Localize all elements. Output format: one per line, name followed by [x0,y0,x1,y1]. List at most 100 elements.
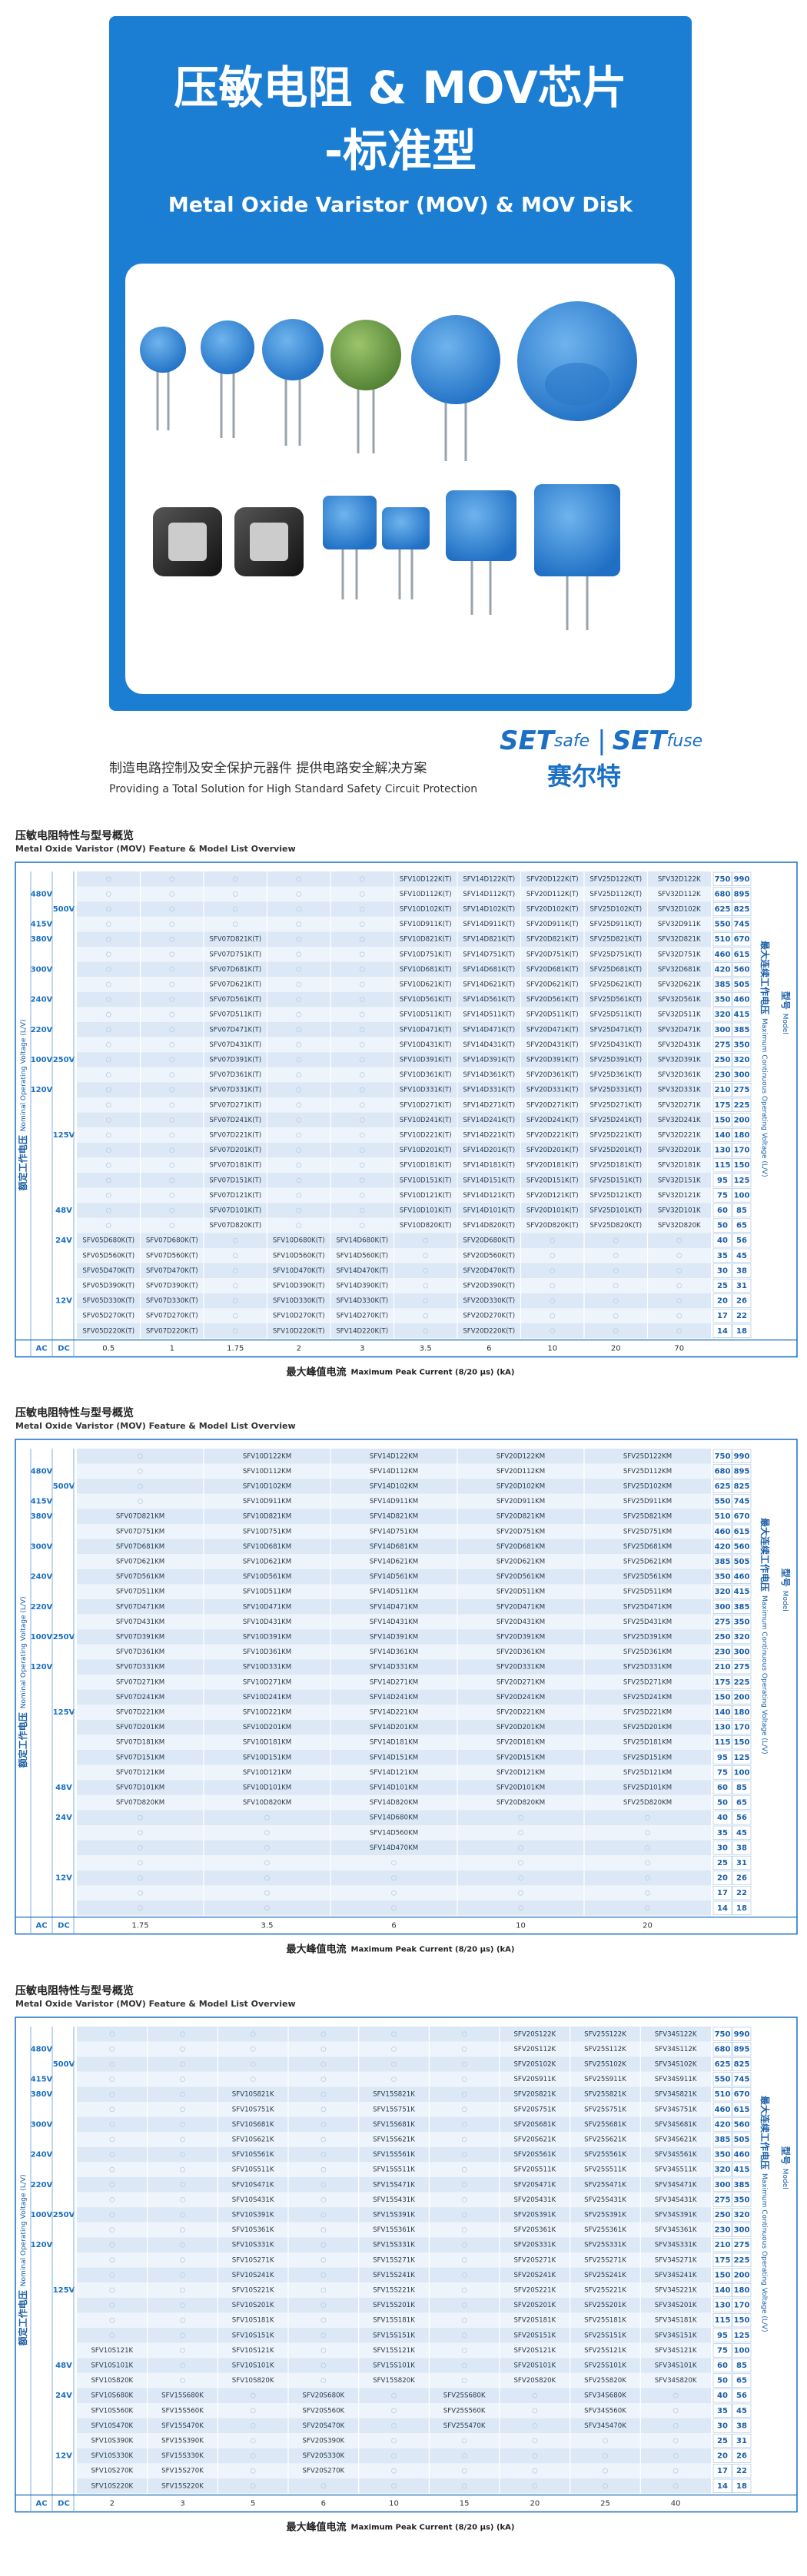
model-cell: SFV25D561KM [623,1573,672,1581]
model-cell: SFV15S511K [373,2166,415,2174]
empty-cell [169,921,175,927]
model-cell: SFV07D331KM [116,1664,164,1671]
empty-cell [105,1117,111,1123]
empty-cell [232,1313,238,1319]
model-cell: SFV14D431K(T) [463,1041,515,1049]
max-cell [712,1825,732,1840]
empty-cell [518,1844,523,1851]
model-cell: SFV25S101K [584,2362,626,2370]
model-cell: SFV07D471KM [116,1603,164,1611]
max-dc: 825 [734,1482,750,1491]
max-dc: 18 [736,2482,747,2491]
table-row [77,1719,711,1735]
empty-cell [296,1132,302,1138]
model-cell: SFV25D471K(T) [589,1026,642,1034]
empty-cell [180,2257,185,2263]
model-cell: SFV14D330K(T) [336,1297,388,1305]
max-ac: 60 [717,1784,728,1792]
model-cell: SFV14D681KM [370,1543,418,1551]
empty-cell [250,2046,256,2052]
empty-cell [105,1011,111,1017]
empty-cell [645,1905,650,1911]
max-dc: 85 [736,1784,747,1792]
max-cell [712,2193,732,2207]
model-cell: SFV15S151K [373,2332,415,2339]
model-cell: SFV25D151K(T) [589,1177,642,1184]
model-cell: SFV14D560KM [370,1829,418,1837]
ac-label: 380V [31,1512,53,1521]
empty-cell [180,2061,185,2067]
max-cell [712,1539,732,1554]
max-cell [712,1841,732,1855]
max-cell [732,1449,752,1463]
max-cell [732,1218,752,1233]
empty-cell [461,2106,467,2113]
max-cell [732,1173,752,1187]
table-row [77,1764,711,1781]
model-cell: SFV20S471K [513,2181,556,2189]
max-cell [712,2313,732,2328]
max-dc: 22 [736,2467,747,2475]
max-cell [712,2117,732,2132]
empty-cell [359,1072,365,1077]
model-cell: SFV10S390K [91,2438,133,2445]
max-dc: 31 [736,1859,747,1867]
empty-cell [105,1072,111,1077]
ac-header: AC [35,2500,47,2508]
max-dc: 385 [734,2181,750,2189]
model-cell: SFV14D241KM [370,1694,418,1701]
ac-label: 300V [31,965,53,974]
max-ac: 420 [715,965,731,974]
model-cell: SFV34S911K [655,2076,697,2083]
model-cell: SFV14D101KM [370,1784,418,1792]
model-cell: SFV05D270K(T) [82,1313,134,1320]
empty-cell [461,2257,467,2263]
max-dc: 225 [734,1678,750,1687]
logo-safe: safe [554,732,589,751]
model-label-en: Model [782,1591,789,1612]
model-cell: SFV20D221KM [496,1709,545,1717]
max-cell [732,1765,752,1780]
model-cell: SFV07D431KM [116,1618,164,1626]
empty-cell [109,2196,115,2203]
model-cell: SFV10D561KM [243,1573,291,1581]
model-cell: SFV15S330K [161,2452,204,2460]
model-cell: SFV20D681KM [496,1543,545,1551]
max-dc: 385 [734,1603,750,1612]
max-ac: 175 [715,1101,731,1110]
max-ac: 550 [715,2076,731,2084]
max-cell [732,2282,752,2298]
max-cell [712,1675,732,1689]
max-ac: 95 [717,2332,728,2340]
model-cell: SFV34S121K [655,2347,697,2355]
max-cell [732,2117,752,2132]
section-subtitle: Metal Oxide Varistor (MOV) Feature & Mod… [15,1999,296,2009]
empty-cell [169,1102,175,1108]
max-cell [732,1855,752,1871]
model-cell: SFV10S220K [91,2482,133,2490]
max-cell [712,1007,732,1022]
max-cell [732,2298,752,2312]
model-cell: SFV10S121K [91,2347,133,2355]
model-cell: SFV34S112K [655,2046,697,2053]
max-cell [732,2072,752,2086]
model-cell: SFV20S560K [302,2407,344,2415]
empty-cell [180,2272,185,2278]
max-dc: 38 [736,1266,747,1275]
model-cell: SFV15S560K [161,2407,204,2415]
current-tick: 1.75 [131,1922,148,1930]
model-cell: SFV20D101KM [496,1784,545,1792]
dc-label: 12V [55,1297,72,1306]
empty-cell [359,997,365,1002]
model-cell: SFV10S680K [91,2392,133,2400]
max-cell [732,2042,752,2056]
model-cell: SFV20D390K(T) [463,1283,515,1290]
model-cell: SFV10D270K(T) [273,1313,325,1320]
model-cell: SFV34S680K [584,2392,626,2400]
model-cell: SFV25D331K(T) [589,1087,642,1094]
max-dc: 200 [734,2271,750,2279]
max-dc: 990 [734,2030,750,2039]
max-cell [712,1309,732,1323]
max-ac: 175 [715,1678,731,1687]
model-cell: SFV10S151K [232,2332,274,2339]
